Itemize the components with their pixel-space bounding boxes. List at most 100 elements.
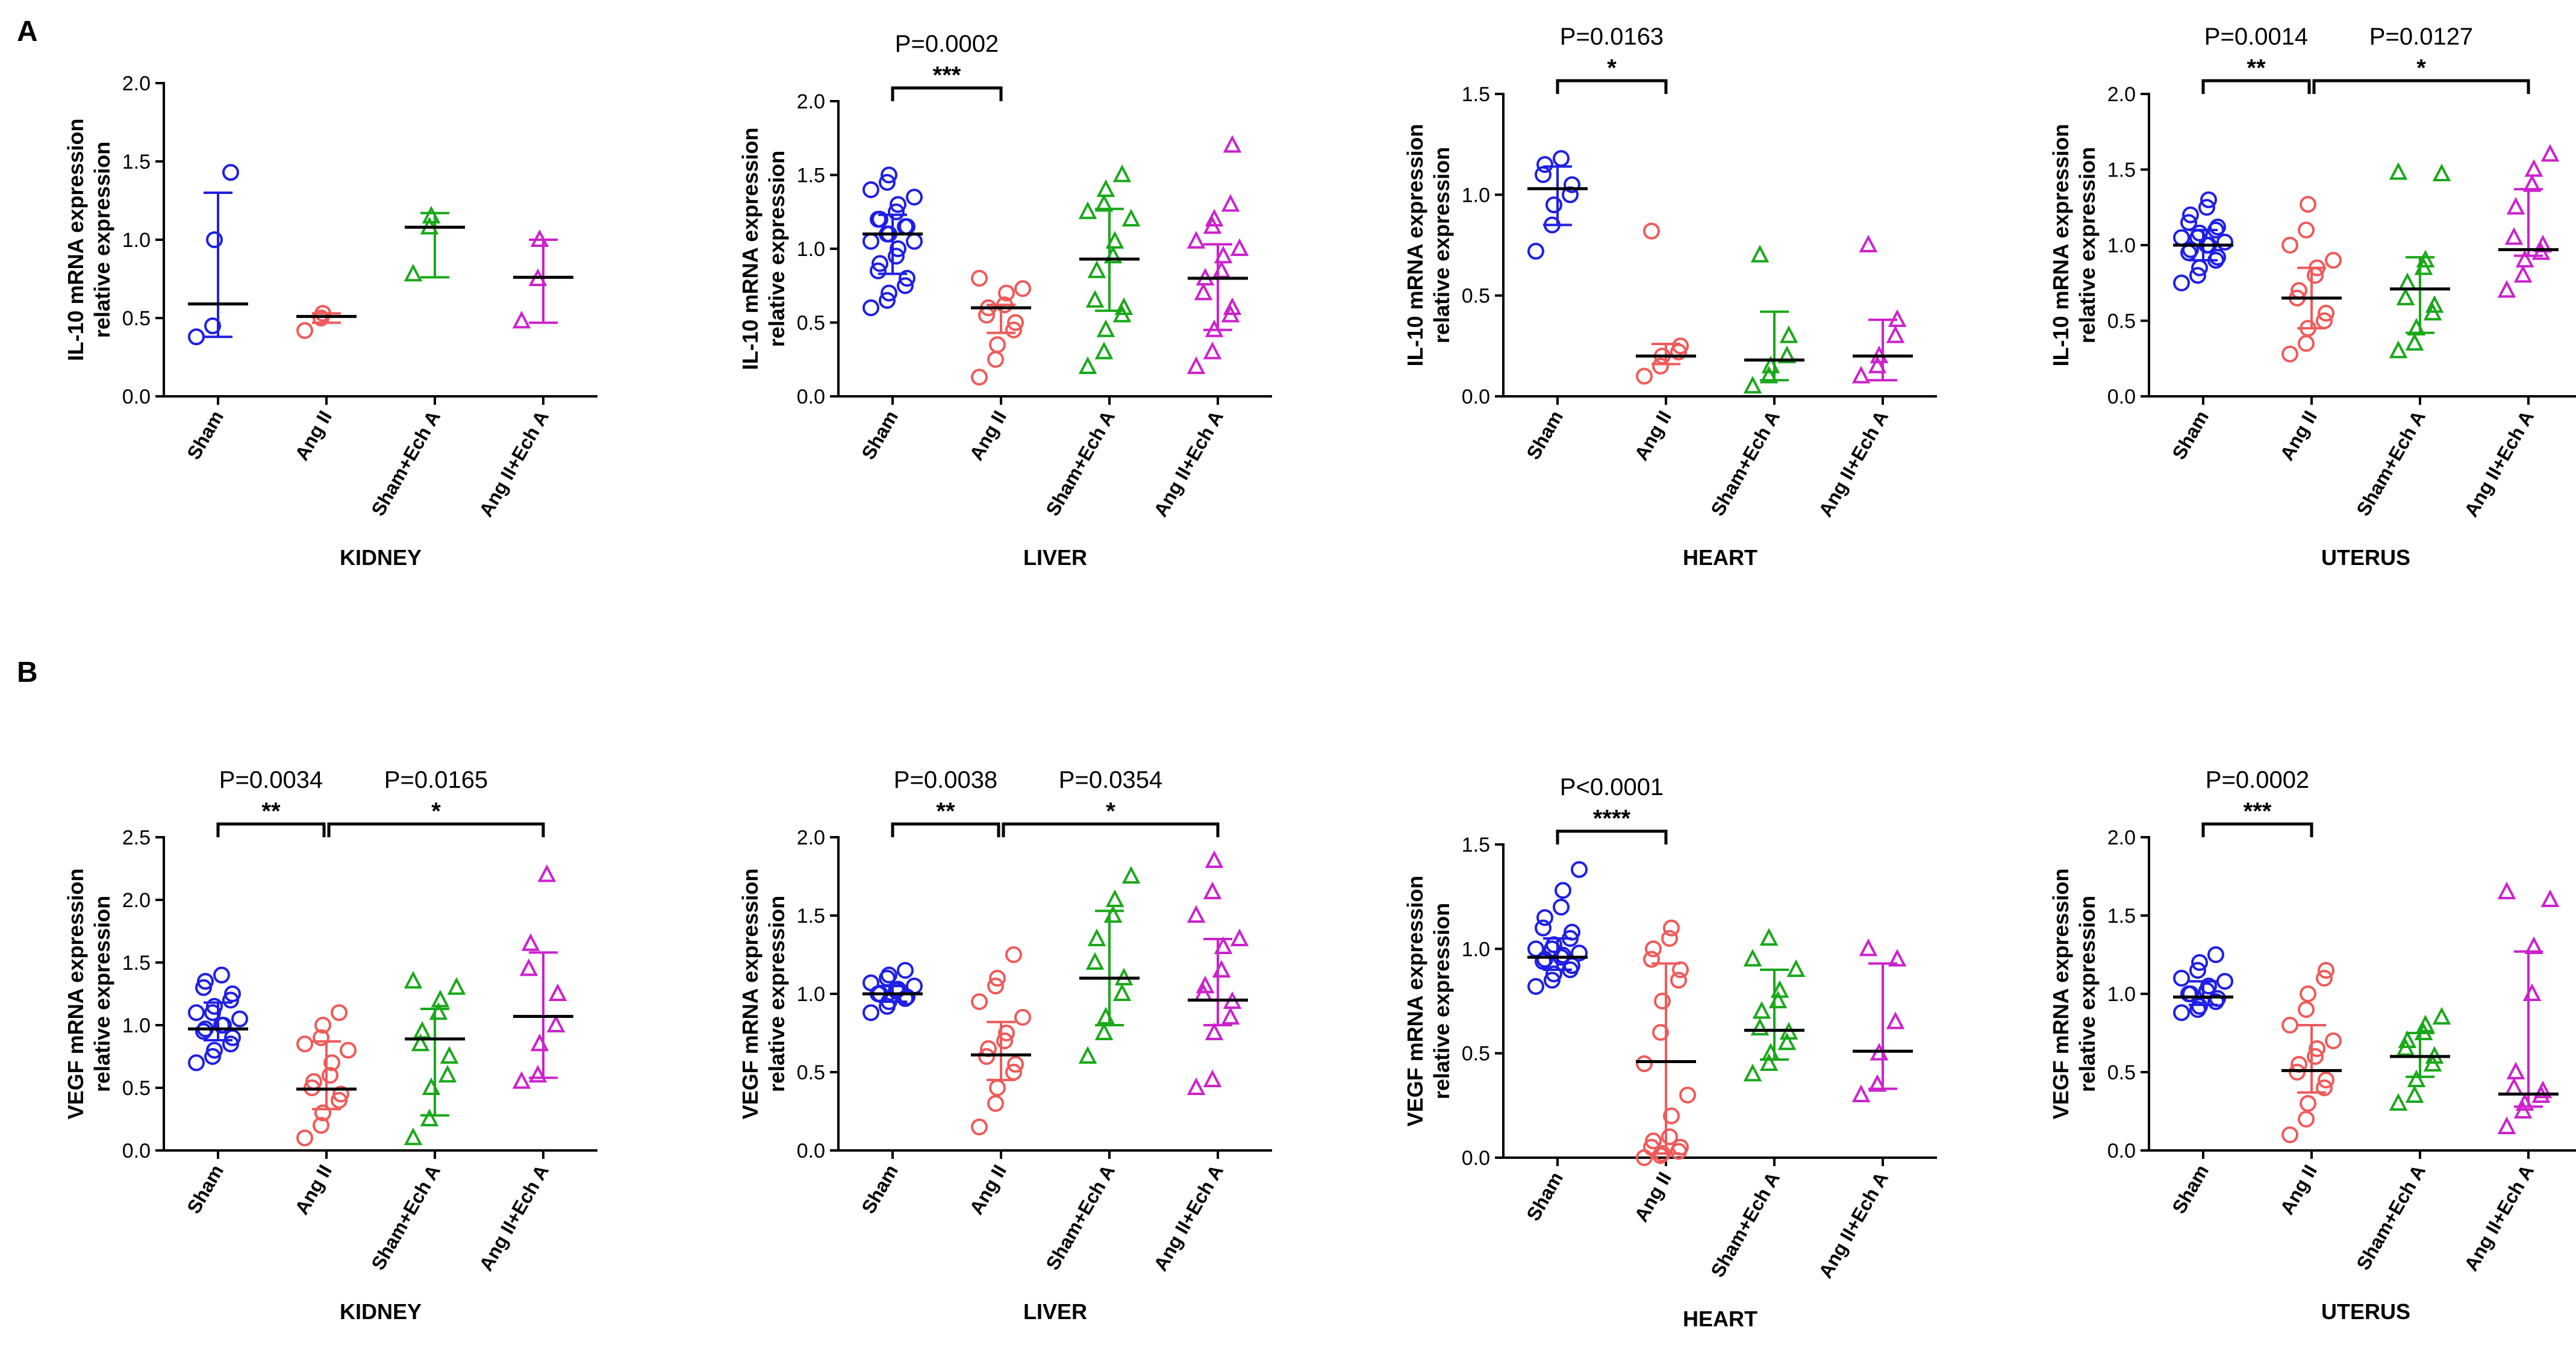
- data-point-circle: [1652, 357, 1669, 375]
- y-axis-label-line: IL-10 mRNA expression: [738, 128, 763, 370]
- data-point-circle: [1643, 222, 1660, 240]
- data-point-circle: [2281, 1126, 2298, 1143]
- y-tick-label: 1.0: [122, 229, 151, 252]
- y-axis-label-line: IL-10 mRNA expression: [2048, 124, 2073, 367]
- data-point-triangle: [2398, 272, 2417, 290]
- data-point-circle: [971, 270, 988, 287]
- data-point-circle: [213, 966, 230, 984]
- data-point-triangle: [1203, 881, 1222, 899]
- data-point-circle: [881, 166, 897, 184]
- data-point-triangle: [1743, 1064, 1762, 1082]
- y-tick-label: 0.0: [797, 1140, 825, 1162]
- data-point-circle: [331, 1004, 348, 1022]
- data-point-triangle: [1205, 850, 1224, 868]
- data-point-triangle: [1196, 975, 1215, 993]
- x-tick-label: Sham+Ech A: [1041, 1161, 1119, 1274]
- data-point-circle: [2173, 229, 2190, 246]
- data-point-triangle: [1750, 245, 1770, 263]
- x-axis-label: KIDNEY: [340, 545, 422, 570]
- significance-stars: ***: [933, 62, 961, 89]
- y-tick-label: 0.0: [1462, 1147, 1490, 1170]
- x-tick-label: Ang II+Ech A: [1814, 1169, 1892, 1282]
- data-point-circle: [1636, 367, 1653, 385]
- data-point-circle: [2173, 274, 2190, 292]
- data-point-circle: [314, 1104, 331, 1122]
- x-axis-label: HEART: [1683, 1306, 1757, 1331]
- data-point-triangle: [1859, 234, 1878, 252]
- data-point-triangle: [413, 1021, 432, 1039]
- y-axis-label-line: relative expression: [764, 896, 789, 1092]
- data-point-circle: [2173, 1004, 2190, 1022]
- data-point-triangle: [1886, 325, 1905, 343]
- data-point-triangle: [1859, 938, 1878, 956]
- data-point-circle: [989, 970, 1006, 987]
- significance-stars: *: [2416, 55, 2426, 81]
- data-point-circle: [2281, 1017, 2298, 1034]
- x-tick-label: Ang II+Ech A: [2460, 407, 2538, 521]
- charts-grid: 0.00.51.01.52.0IL-10 mRNA expressionrela…: [63, 23, 2576, 1331]
- data-point-triangle: [512, 310, 531, 329]
- y-axis-label-line: relative expression: [1429, 903, 1454, 1099]
- data-point-triangle: [1205, 208, 1224, 226]
- significance-stars: *: [1607, 55, 1617, 81]
- data-point-triangle: [1078, 201, 1097, 219]
- y-tick-label: 1.0: [797, 238, 825, 261]
- x-tick-label: Ang II+Ech A: [1814, 407, 1892, 521]
- data-point-triangle: [2533, 1080, 2553, 1099]
- data-point-circle: [314, 1017, 331, 1034]
- x-axis-label: LIVER: [1023, 545, 1087, 570]
- x-tick-label: Sham+Ech A: [2352, 407, 2430, 520]
- data-point-circle: [2182, 985, 2199, 1002]
- significance-bracket: [327, 822, 545, 837]
- data-point-circle: [987, 978, 1004, 994]
- x-axis-label: UTERUS: [2321, 1299, 2410, 1324]
- x-tick-label: Ang II: [2275, 1161, 2321, 1219]
- data-point-circle: [1663, 1107, 1680, 1125]
- data-point-triangle: [1187, 1077, 1206, 1095]
- data-point-triangle: [2416, 1014, 2435, 1032]
- data-point-circle: [2173, 970, 2190, 987]
- data-point-circle: [971, 1119, 988, 1135]
- data-point-triangle: [404, 263, 423, 282]
- x-tick-label: Sham: [182, 1161, 228, 1217]
- y-tick-label: 2.0: [122, 72, 151, 95]
- data-point-circle: [888, 248, 905, 265]
- data-point-circle: [2309, 1040, 2325, 1057]
- data-point-triangle: [1187, 231, 1206, 249]
- data-point-circle: [862, 232, 879, 250]
- data-point-triangle: [2407, 1069, 2426, 1087]
- data-point-triangle: [1786, 959, 1806, 977]
- y-axis-label: IL-10 mRNA expressionrelative expression: [1403, 124, 1454, 367]
- x-tick-label: Sham+Ech A: [1706, 407, 1784, 520]
- data-point-triangle: [1230, 238, 1249, 256]
- data-point-circle: [206, 997, 223, 1015]
- data-point-circle: [1670, 972, 1687, 989]
- y-tick-label: 0.5: [2107, 310, 2136, 333]
- data-point-circle: [313, 1029, 329, 1046]
- data-point-circle: [1645, 940, 1662, 958]
- data-point-triangle: [1851, 366, 1871, 384]
- data-point-circle: [1679, 1087, 1696, 1103]
- y-tick-label: 1.5: [1462, 834, 1490, 857]
- data-point-circle: [899, 270, 915, 287]
- y-axis-label-line: VEGF mRNA expression: [63, 869, 88, 1120]
- y-tick-label: 1.5: [797, 905, 825, 928]
- significance-stars: **: [936, 798, 955, 825]
- data-point-circle: [1564, 176, 1580, 193]
- data-point-circle: [1661, 1128, 1678, 1146]
- y-tick-label: 0.5: [1462, 285, 1490, 308]
- data-point-circle: [1527, 978, 1544, 995]
- data-point-triangle: [1085, 290, 1105, 308]
- x-tick-label: Sham: [2168, 1161, 2213, 1217]
- data-point-triangle: [2405, 332, 2424, 351]
- data-point-triangle: [1888, 949, 1907, 967]
- data-point-circle: [862, 299, 879, 316]
- data-point-circle: [890, 240, 906, 257]
- y-tick-label: 2.5: [122, 826, 151, 849]
- y-tick-label: 0.5: [1462, 1043, 1490, 1066]
- data-point-circle: [340, 1041, 357, 1059]
- data-point-triangle: [2398, 1030, 2417, 1048]
- data-point-triangle: [1112, 983, 1132, 1001]
- data-point-triangle: [1759, 928, 1779, 946]
- data-point-triangle: [546, 1014, 566, 1032]
